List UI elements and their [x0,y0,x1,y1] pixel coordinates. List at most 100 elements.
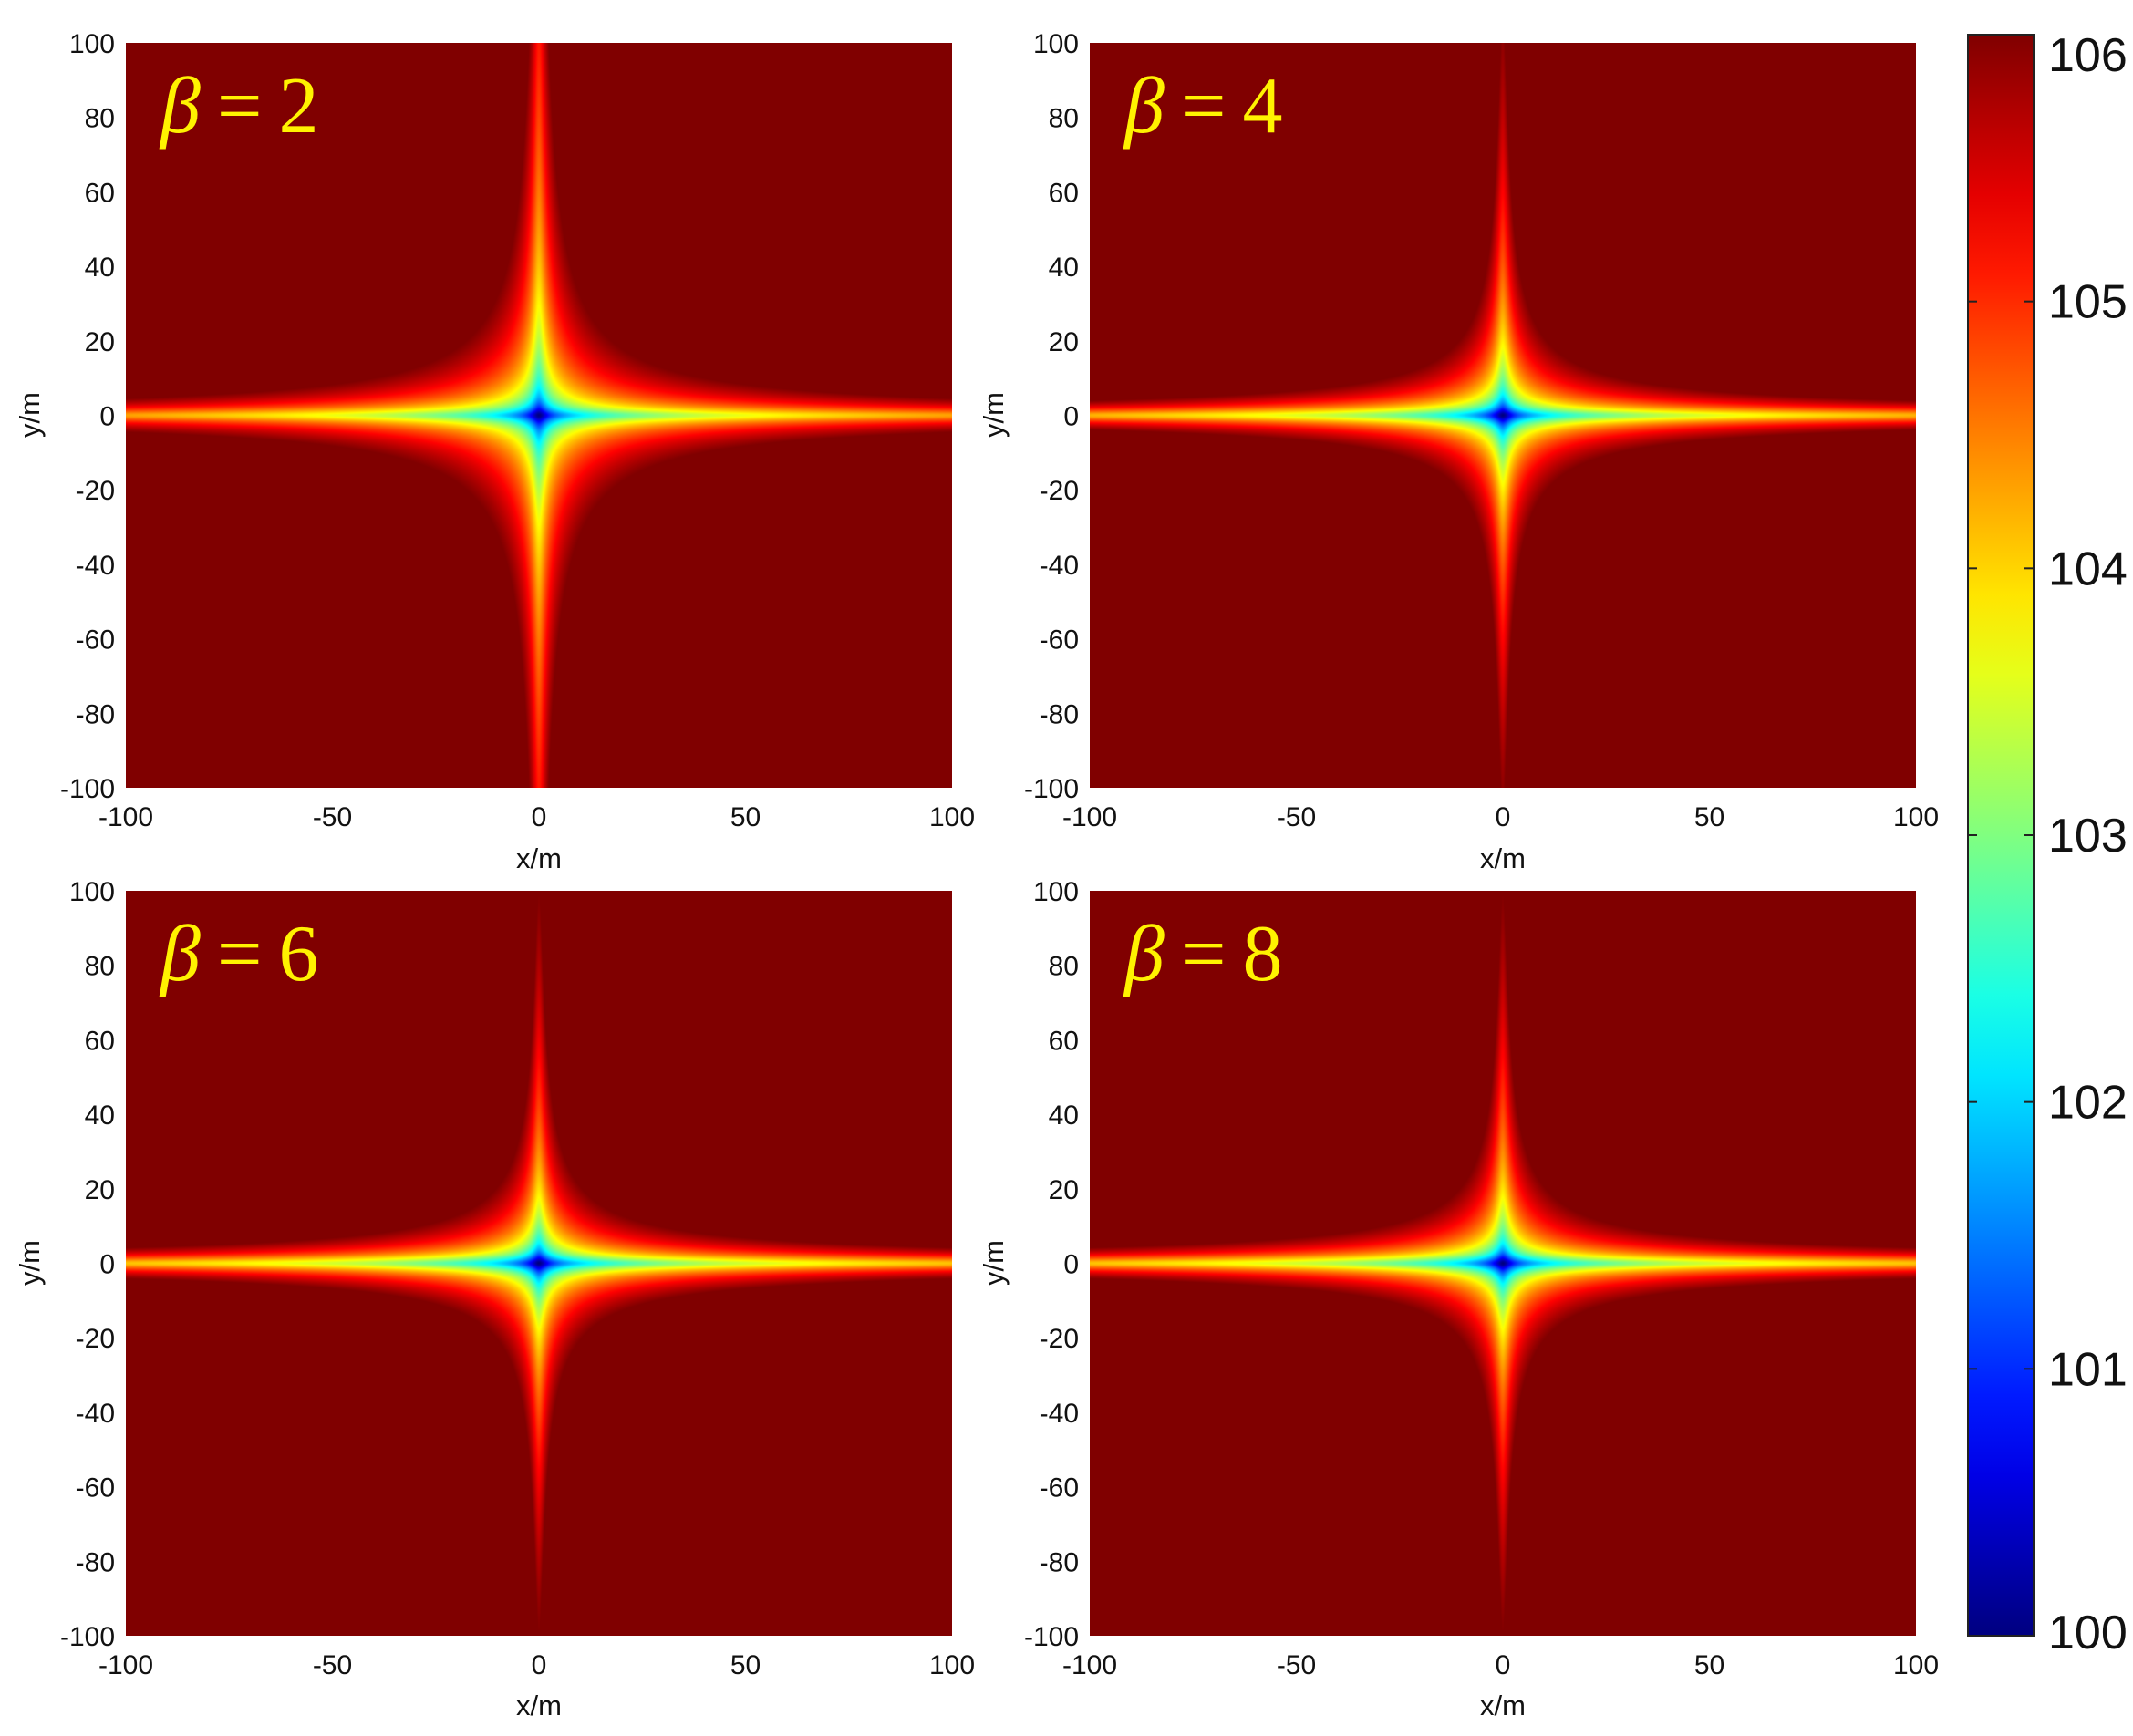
y-tick-label: 40 [1049,1100,1079,1131]
y-tick-label: 0 [99,1250,115,1280]
y-tick-label: -40 [1040,551,1079,581]
y-tick-label: -100 [1024,774,1079,804]
heatmap-image-beta-2 [126,43,952,788]
beta-symbol: β [159,62,201,150]
y-axis-label: y/m [978,392,1010,438]
colorbar-tick-label: 102 [2048,1077,2128,1130]
panel-annotation-beta-8: β = 8 [1123,910,1282,998]
beta-value: 6 [278,910,318,998]
x-tick-label: 0 [532,1650,547,1680]
beta-value: 2 [278,62,318,150]
panel-beta-8: -100 -50 0 50 100 100 80 60 40 20 0 -20 -40 -60 -80 -10… [978,877,1939,1721]
y-tick-label: 20 [1049,327,1079,357]
axes: -100 -50 0 50 100 100 80 60 40 20 0 -20 -40 -60 -80 -10… [60,877,975,1680]
y-tick-label: 60 [85,178,115,208]
x-tick-label: 100 [1893,802,1939,832]
x-tick-label: 0 [532,802,547,832]
y-tick-label: -100 [1024,1622,1079,1652]
x-tick-label: 100 [1893,1650,1939,1680]
y-tick-label: -60 [1040,1473,1079,1504]
x-tick-label: 50 [1694,1650,1724,1680]
y-tick-label: -20 [76,1324,115,1354]
y-tick-label: -40 [76,1399,115,1429]
y-tick-label: 40 [85,253,115,283]
heatmap-image-beta-6 [126,891,952,1636]
axes: -100 -50 0 50 100 100 80 60 40 20 0 -20 -40 -60 -80 -10… [1024,29,1939,832]
y-tick-label: -20 [1040,1324,1079,1354]
equals-sign: = [217,62,263,150]
y-tick-label: 80 [85,104,115,134]
colorbar-tick-label: 103 [2048,810,2128,863]
y-tick-label: -40 [76,551,115,581]
y-tick-label: 100 [1033,877,1079,907]
equals-sign: = [1181,910,1227,998]
y-tick-label: 60 [85,1026,115,1056]
panel-annotation-beta-4: β = 4 [1123,62,1282,150]
x-tick-label: 100 [929,1650,975,1680]
y-tick-label: 40 [1049,253,1079,283]
y-tick-label: 100 [69,877,115,907]
y-tick-label: -60 [76,625,115,656]
x-tick-label: -50 [313,802,352,832]
y-tick-label: 100 [69,29,115,59]
y-tick-label: 0 [1063,1250,1079,1280]
y-tick-label: -100 [60,774,115,804]
beta-value: 8 [1242,910,1282,998]
x-tick-label: 50 [730,1650,761,1680]
colorbar: 106 105 104 103 102 101 100 [1967,29,2128,1659]
beta-symbol: β [159,910,201,998]
y-tick-label: -20 [76,476,115,506]
x-tick-label: -100 [98,802,153,832]
colorbar-ticks: 106 105 104 103 102 101 100 [1968,29,2128,1659]
y-axis-label: y/m [14,392,46,438]
colorbar-tick-label: 104 [2048,542,2128,595]
x-tick-label: 50 [730,802,761,832]
panel-annotation-beta-6: β = 6 [159,910,318,998]
y-tick-label: 80 [1049,104,1079,134]
y-axis-label: y/m [978,1240,1010,1286]
panel-beta-4: -100 -50 0 50 100 100 80 60 40 20 0 -20 -40 -60 -80 -10… [978,29,1939,874]
panel-beta-2: -100 -50 0 50 100 100 80 60 40 20 0 -20 -40 -60 -80 -10… [14,29,975,874]
y-tick-label: -80 [1040,1547,1079,1577]
y-tick-label: 0 [99,402,115,432]
y-tick-label: -80 [76,699,115,729]
panel-beta-6: -100 -50 0 50 100 100 80 60 40 20 0 -20 -40 -60 -80 -10… [14,877,975,1721]
y-tick-label: 60 [1049,178,1079,208]
y-tick-label: -80 [1040,699,1079,729]
y-tick-label: -60 [1040,625,1079,656]
x-axis-label: x/m [516,842,562,874]
y-tick-label: -20 [1040,476,1079,506]
y-tick-label: 20 [85,1175,115,1205]
y-tick-label: -100 [60,1622,115,1652]
colorbar-tick-label: 105 [2048,276,2128,329]
x-tick-label: 0 [1496,1650,1511,1680]
y-tick-label: 60 [1049,1026,1079,1056]
x-axis-label: x/m [516,1690,562,1721]
colorbar-tick-label: 100 [2048,1607,2128,1659]
x-tick-label: 50 [1694,802,1724,832]
x-axis-label: x/m [1480,842,1526,874]
y-axis-label: y/m [14,1240,46,1286]
y-tick-label: 0 [1063,402,1079,432]
y-tick-label: 40 [85,1100,115,1131]
x-tick-label: -50 [1277,802,1316,832]
colorbar-tick-label: 101 [2048,1343,2128,1396]
beta-symbol: β [1123,910,1165,998]
y-tick-label: 20 [85,327,115,357]
x-tick-label: -50 [1277,1650,1316,1680]
x-tick-label: -100 [1062,1650,1117,1680]
beta-symbol: β [1123,62,1165,150]
x-axis-label: x/m [1480,1690,1526,1721]
equals-sign: = [217,910,263,998]
y-tick-label: 20 [1049,1175,1079,1205]
panel-annotation-beta-2: β = 2 [159,62,318,150]
y-tick-label: 80 [85,952,115,982]
y-tick-label: -60 [76,1473,115,1504]
x-tick-label: -100 [1062,802,1117,832]
x-tick-label: -50 [313,1650,352,1680]
x-tick-label: 0 [1496,802,1511,832]
beta-value: 4 [1242,62,1282,150]
y-tick-label: 80 [1049,952,1079,982]
heatmap-image-beta-8 [1090,891,1916,1636]
